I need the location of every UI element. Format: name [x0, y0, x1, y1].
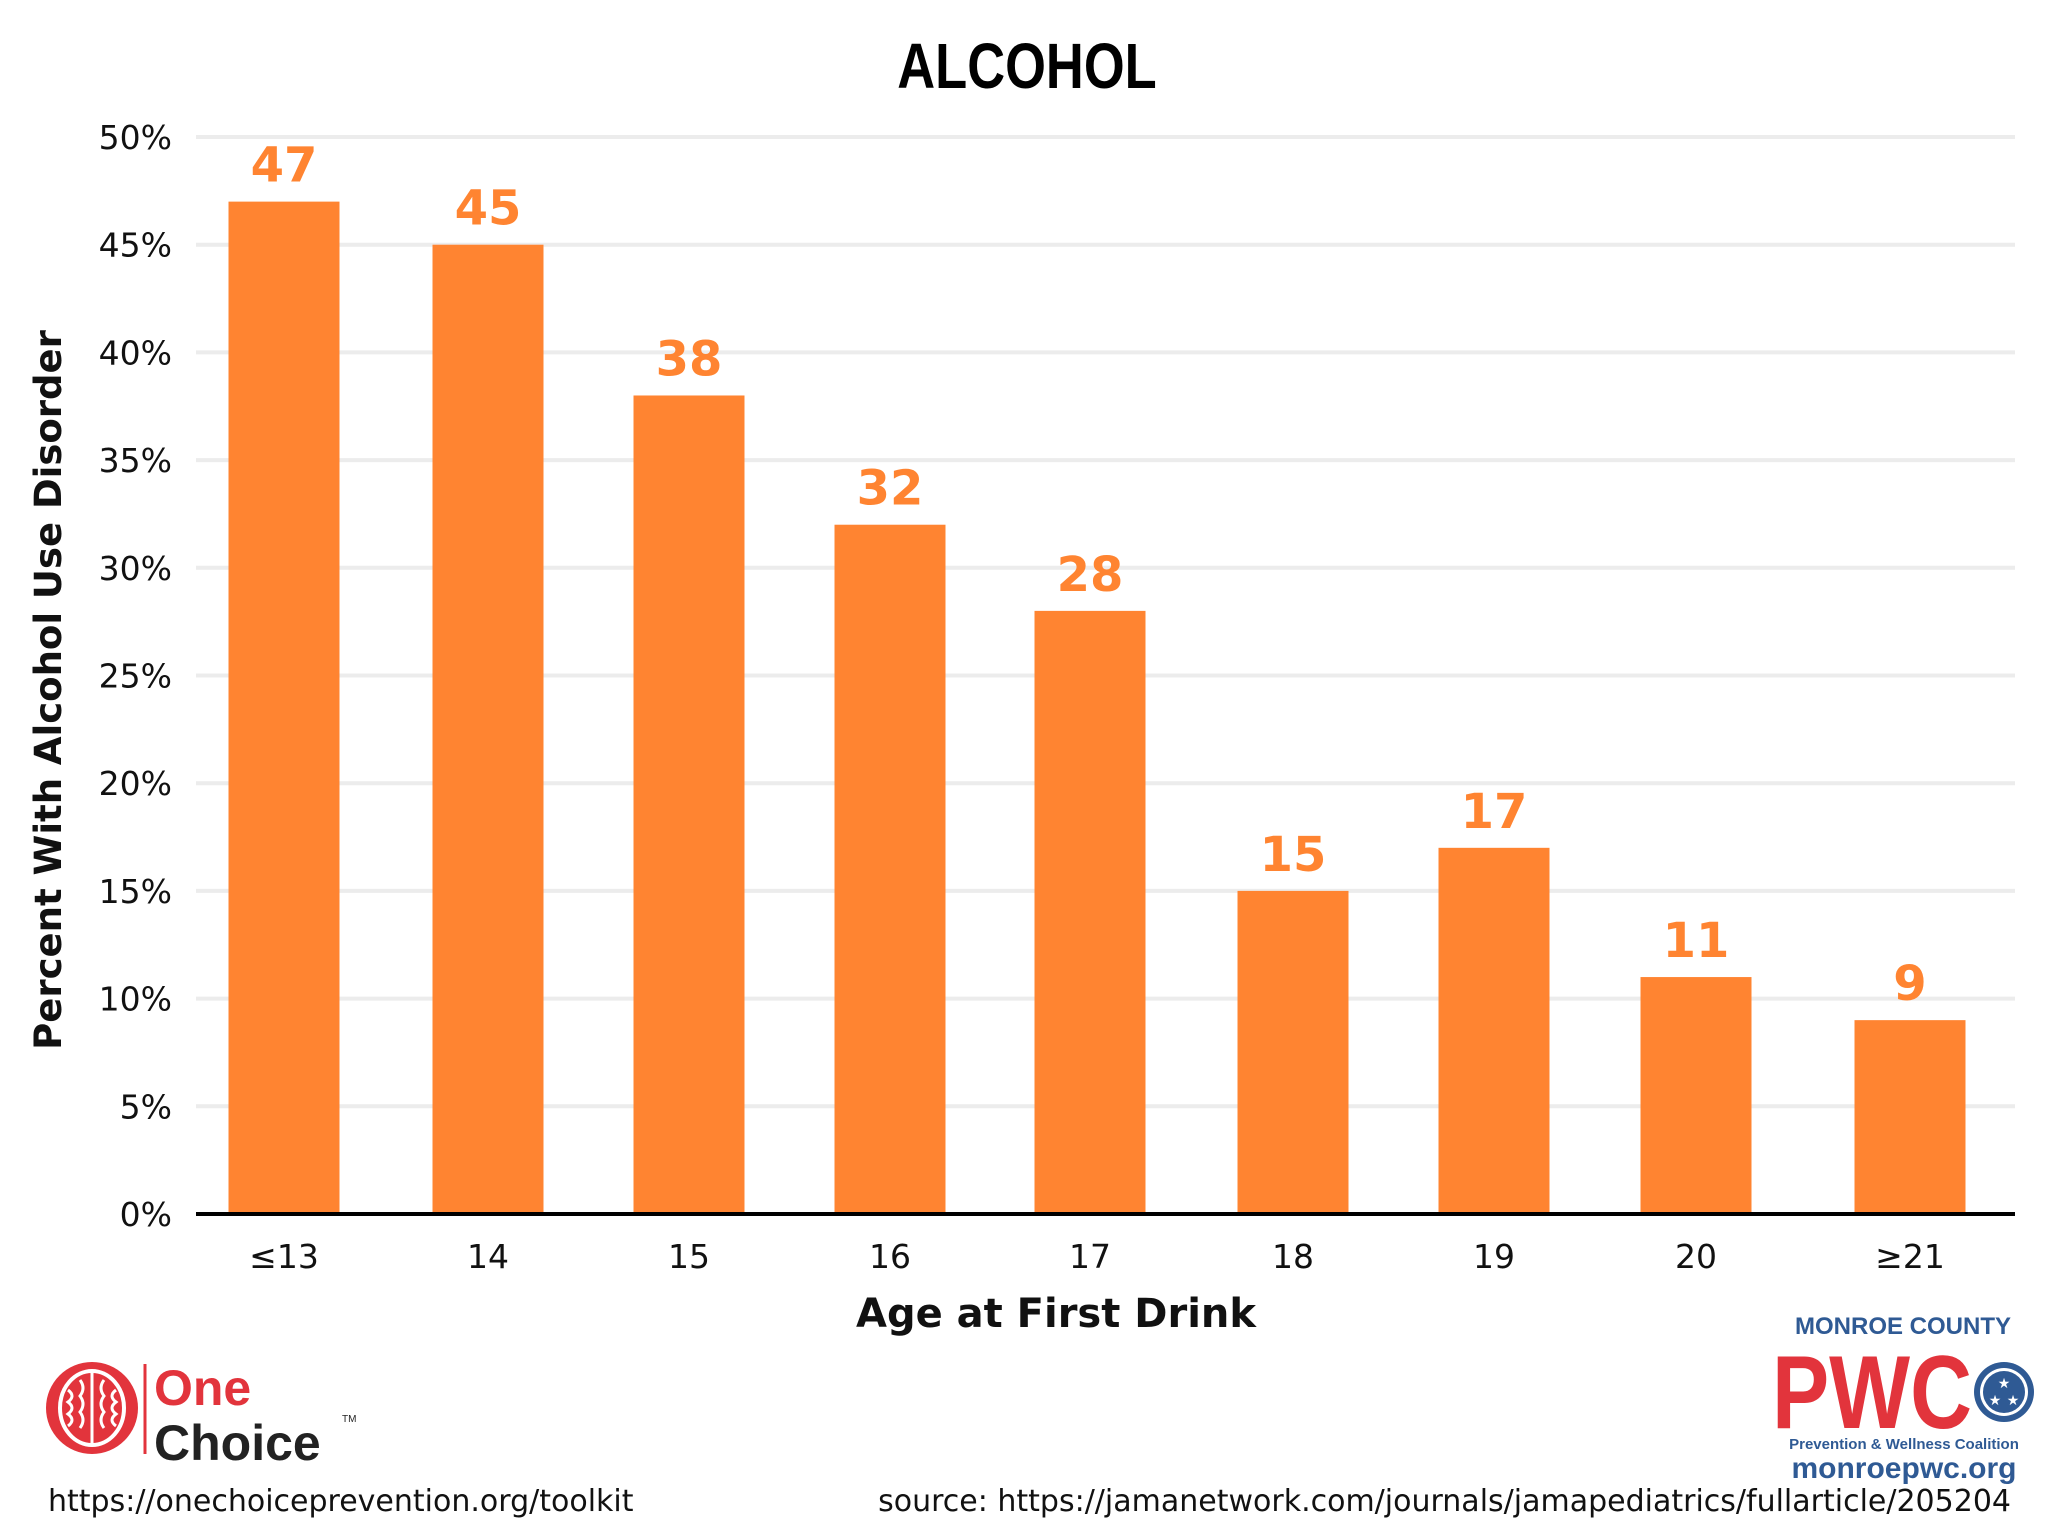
- x-tick-label: 19: [1473, 1237, 1515, 1276]
- brain-icon: [46, 1362, 138, 1454]
- bar-value-label: 45: [455, 181, 522, 237]
- bar: [834, 524, 946, 1214]
- y-tick-label: 0%: [120, 1195, 172, 1234]
- source-link[interactable]: source: https://jamanetwork.com/journals…: [878, 1484, 2011, 1519]
- x-tick-label: 18: [1272, 1237, 1314, 1276]
- x-tick-label: 16: [869, 1237, 911, 1276]
- onechoice-line1: One: [154, 1360, 251, 1416]
- bar-value-label: 17: [1461, 784, 1528, 840]
- bar: [1034, 610, 1146, 1214]
- bar: [1640, 977, 1752, 1214]
- x-tick-label: ≥21: [1875, 1237, 1945, 1276]
- tennessee-stars-icon: ★ ★ ★: [1974, 1362, 2034, 1422]
- bar-value-label: 28: [1057, 547, 1124, 603]
- onechoice-line2: Choice: [154, 1415, 321, 1470]
- bar-value-label: 47: [251, 138, 318, 194]
- monroe-pwc-logo: MONROE COUNTY PWC ★ ★ ★ Prevention & Wel…: [1772, 1313, 2034, 1484]
- pwc-website: monroepwc.org: [1791, 1452, 2016, 1484]
- y-axis-label: Percent With Alcohol Use Disorder: [27, 329, 70, 1050]
- bar: [633, 395, 745, 1215]
- x-axis-ticks: ≤13 14 15 16 17 18 19 20 ≥21: [249, 1237, 1945, 1276]
- y-tick-label: 25%: [99, 657, 172, 696]
- svg-text:★: ★: [1998, 1376, 2011, 1392]
- bars: [228, 201, 1966, 1215]
- y-tick-label: 35%: [99, 441, 172, 480]
- toolkit-link[interactable]: https://onechoiceprevention.org/toolkit: [48, 1484, 634, 1519]
- bar: [432, 244, 544, 1214]
- svg-text:★: ★: [2007, 1393, 2020, 1409]
- onechoice-logo: One Choice TM: [46, 1360, 356, 1470]
- x-axis-label: Age at First Drink: [856, 1291, 1257, 1337]
- bar-value-label: 32: [857, 461, 924, 517]
- y-tick-label: 10%: [99, 980, 172, 1019]
- bar: [228, 201, 340, 1214]
- x-tick-label: 15: [668, 1237, 710, 1276]
- chart-title: ALCOHOL: [897, 31, 1156, 102]
- y-tick-label: 5%: [120, 1087, 172, 1126]
- x-tick-label: 17: [1069, 1237, 1111, 1276]
- bar-value-label: 11: [1663, 913, 1730, 969]
- y-tick-label: 40%: [99, 333, 172, 372]
- y-tick-label: 30%: [99, 549, 172, 588]
- svg-text:★: ★: [1989, 1393, 2002, 1409]
- bar-value-label: 38: [656, 331, 723, 387]
- pwc-tagline: Prevention & Wellness Coalition: [1789, 1436, 2019, 1453]
- x-tick-label: 14: [467, 1237, 509, 1276]
- pwc-letters: PWC: [1772, 1335, 1972, 1451]
- bar: [1438, 847, 1550, 1214]
- x-tick-label: ≤13: [249, 1237, 319, 1276]
- x-tick-label: 20: [1675, 1237, 1717, 1276]
- y-tick-label: 20%: [99, 764, 172, 803]
- onechoice-tm: TM: [342, 1414, 356, 1425]
- pwc-county: MONROE COUNTY: [1795, 1313, 2011, 1340]
- bar: [1854, 1020, 1966, 1214]
- y-tick-label: 15%: [99, 872, 172, 911]
- bar: [1237, 890, 1349, 1214]
- y-tick-label: 50%: [99, 118, 172, 157]
- bar-value-label: 9: [1893, 956, 1926, 1012]
- y-tick-label: 45%: [99, 226, 172, 265]
- bar-value-label: 15: [1260, 827, 1327, 883]
- y-axis-ticks: 0% 5% 10% 15% 20% 25% 30% 35% 40% 45% 50%: [99, 118, 172, 1234]
- data-labels: 47 45 38 32 28 15 17 11 9: [251, 138, 1927, 1013]
